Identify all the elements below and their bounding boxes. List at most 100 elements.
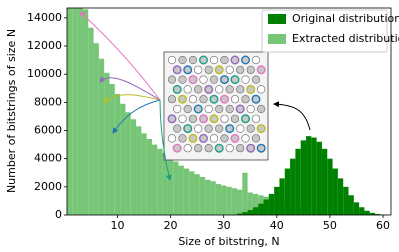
lattice-site <box>183 104 192 114</box>
lattice-site <box>172 65 182 75</box>
lattice-site <box>230 95 240 104</box>
x-tick-label: 50 <box>323 219 337 232</box>
lattice-site <box>251 114 261 123</box>
lattice-site <box>167 114 177 124</box>
lattice-site <box>188 114 198 123</box>
lattice-site <box>167 134 177 143</box>
lattice-site <box>209 114 219 124</box>
lattice-site <box>257 85 266 94</box>
lattice-site <box>236 124 245 133</box>
lattice-site <box>246 84 256 94</box>
bar <box>82 9 89 215</box>
lattice-site <box>204 84 214 94</box>
bar <box>194 174 200 215</box>
lattice-site <box>236 65 245 74</box>
lattice-site <box>188 95 198 104</box>
bar <box>199 176 206 215</box>
bar <box>109 84 115 215</box>
legend-label: Extracted distribution <box>292 32 399 45</box>
lattice-site <box>194 144 203 153</box>
bar <box>151 144 158 215</box>
x-tick-label: 20 <box>164 219 178 232</box>
bar <box>321 148 328 215</box>
bar <box>183 168 190 215</box>
bar <box>104 72 110 215</box>
lattice-site <box>183 144 192 153</box>
lattice-site <box>172 84 182 94</box>
lattice-site <box>183 85 192 94</box>
lattice-site <box>220 134 229 143</box>
bar <box>236 189 243 215</box>
lattice-site <box>178 134 187 143</box>
lattice-site <box>199 95 208 104</box>
lattice-site <box>236 144 245 153</box>
lattice-site <box>225 144 234 153</box>
bar <box>364 210 370 215</box>
lattice-site <box>199 75 208 84</box>
lattice-site <box>209 94 219 104</box>
lattice-site <box>198 55 208 65</box>
bar <box>263 199 269 215</box>
lattice-site <box>215 104 224 114</box>
x-tick-label: 40 <box>270 219 284 232</box>
lattice-site <box>240 55 250 65</box>
lattice-site <box>194 124 203 133</box>
lattice-site <box>188 55 198 65</box>
bar <box>311 137 317 215</box>
lattice-site <box>188 75 198 85</box>
lattice-site <box>251 75 261 84</box>
arrow <box>79 11 161 101</box>
bar <box>189 171 195 215</box>
bar <box>279 178 285 215</box>
x-tick-label: 10 <box>110 219 124 232</box>
bar <box>369 212 376 215</box>
lattice-site <box>251 94 261 104</box>
lattice-site <box>219 75 229 85</box>
lattice-site <box>204 104 213 114</box>
x-tick-label: 30 <box>217 219 231 232</box>
bar <box>300 140 307 215</box>
bar <box>252 207 259 215</box>
lattice-site <box>230 55 240 65</box>
lattice-site <box>241 134 250 143</box>
lattice-site <box>256 65 266 75</box>
bar <box>173 161 179 215</box>
bar <box>242 212 248 215</box>
lattice-site <box>209 75 219 84</box>
y-tick-label: 6000 <box>34 124 62 137</box>
inset-diagram <box>163 51 269 161</box>
lattice-site <box>178 75 187 84</box>
lattice-site <box>225 85 234 94</box>
lattice-site <box>219 94 229 104</box>
y-tick-label: 4000 <box>34 152 62 165</box>
bar <box>258 203 264 215</box>
lattice-site <box>220 114 229 123</box>
bar <box>353 202 360 215</box>
lattice-site <box>167 55 177 65</box>
lattice-site <box>240 114 250 124</box>
bar <box>215 184 222 215</box>
lattice-site <box>183 65 193 75</box>
arrow <box>103 94 161 104</box>
lattice-site <box>241 95 250 104</box>
lattice-site <box>204 124 213 133</box>
lattice-site <box>204 144 213 153</box>
legend-swatch <box>268 34 286 44</box>
y-tick-label: 8000 <box>34 95 62 108</box>
bar <box>130 119 137 215</box>
legend: Original distribution Extracted distribut… <box>261 9 399 53</box>
bar <box>284 168 291 215</box>
lattice-site <box>230 133 240 143</box>
bars <box>67 8 386 215</box>
arrow <box>99 76 161 101</box>
lattice-site <box>246 65 255 74</box>
lattice-site <box>177 94 187 104</box>
lattice-site <box>246 124 255 133</box>
legend-box <box>261 9 388 53</box>
bar <box>332 168 338 215</box>
lattice-site <box>230 114 240 123</box>
y-tick-label: 10000 <box>27 67 62 80</box>
lattice-site <box>204 65 213 74</box>
lattice-site <box>183 124 193 134</box>
